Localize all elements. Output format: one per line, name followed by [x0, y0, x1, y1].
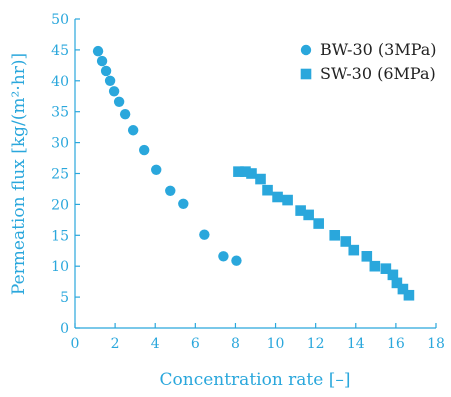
- data-point: [108, 86, 120, 97]
- y-axis-title: Permeation flux [kg/(m²·hr)]: [9, 53, 29, 295]
- data-point: [218, 251, 229, 262]
- data-point: [340, 236, 352, 247]
- data-point: [178, 198, 189, 209]
- x-tick-label: 6: [191, 336, 200, 352]
- y-tick-label: 10: [51, 259, 69, 275]
- x-tick-label: 10: [267, 336, 285, 352]
- data-point: [246, 168, 257, 179]
- x-axis-title: Concentration rate [–]: [160, 370, 351, 390]
- y-tick-label: 45: [51, 43, 69, 59]
- y-tick-label: 40: [51, 74, 69, 90]
- data-point: [127, 125, 139, 136]
- y-tick-label: 50: [51, 12, 69, 28]
- data-point: [361, 251, 373, 262]
- data-point: [313, 218, 324, 229]
- data-point: [329, 230, 341, 241]
- data-point: [92, 45, 104, 57]
- legend-marker: [300, 44, 312, 56]
- y-tick-label: 0: [60, 321, 69, 337]
- data-point: [397, 283, 409, 295]
- x-tick-label: 0: [71, 336, 80, 352]
- y-tick-label: 30: [51, 136, 69, 152]
- data-point: [151, 164, 162, 175]
- data-point: [369, 260, 381, 272]
- x-tick-label: 12: [307, 336, 325, 352]
- data-point: [100, 65, 112, 77]
- data-point: [282, 194, 293, 206]
- legend: BW-30 (3MPa) SW-30 (6MPa): [300, 40, 437, 83]
- data-point: [199, 229, 210, 240]
- data-point: [262, 184, 273, 196]
- x-tick-label: 16: [387, 336, 405, 352]
- data-point: [387, 269, 399, 281]
- data-points: [92, 45, 415, 301]
- data-point: [391, 277, 403, 289]
- legend-marker: [300, 68, 312, 80]
- data-point: [113, 96, 125, 108]
- ticks: 0 2 4 6 8 10 12 14 16 18 0 5 10 15 20 25 30 35 40 45 50: [51, 12, 445, 352]
- data-point: [231, 255, 242, 266]
- data-point: [104, 75, 116, 87]
- data-point: [96, 55, 108, 67]
- x-tick-label: 14: [347, 336, 365, 352]
- data-point: [303, 209, 314, 221]
- legend-label: BW-30 (3MPa): [320, 40, 437, 59]
- data-point: [119, 108, 131, 120]
- data-point: [165, 185, 176, 197]
- data-point: [380, 263, 392, 274]
- data-point: [403, 289, 415, 301]
- legend-label: SW-30 (6MPa): [320, 64, 436, 83]
- data-point: [272, 191, 283, 203]
- data-point: [233, 166, 244, 177]
- x-tick-label: 8: [231, 336, 240, 352]
- x-tick-label: 18: [427, 336, 445, 352]
- data-point: [295, 205, 306, 216]
- data-point: [255, 173, 266, 185]
- y-tick-label: 15: [51, 228, 69, 244]
- y-tick-label: 5: [60, 290, 69, 306]
- y-tick-label: 35: [51, 105, 69, 121]
- data-point: [240, 166, 251, 177]
- data-point: [138, 144, 150, 156]
- y-tick-label: 20: [51, 197, 69, 213]
- y-tick-label: 25: [51, 167, 69, 183]
- data-point: [348, 244, 360, 256]
- x-tick-label: 2: [111, 336, 120, 352]
- x-tick-label: 4: [151, 336, 160, 352]
